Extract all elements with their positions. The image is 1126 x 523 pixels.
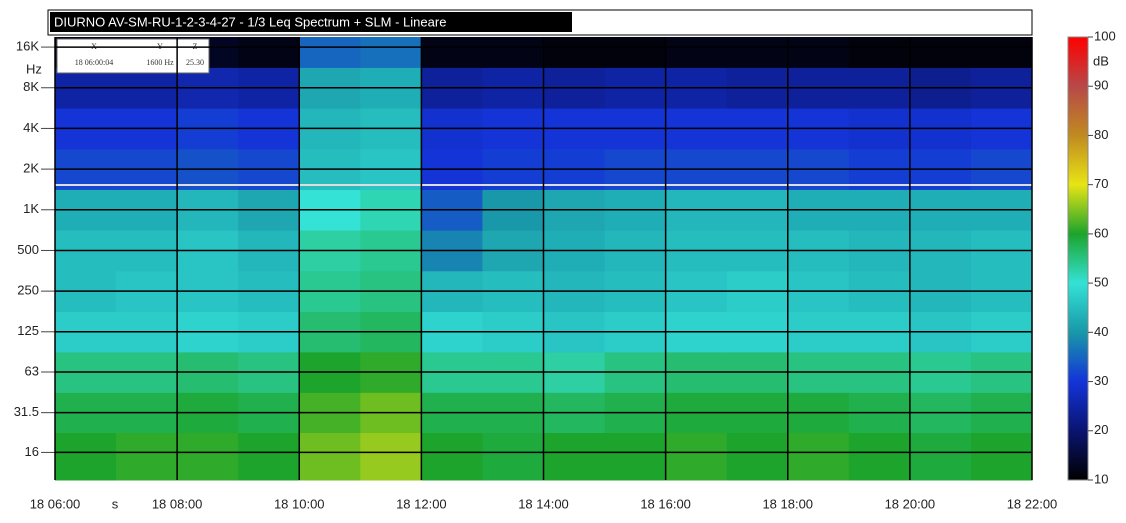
heat-cell <box>299 37 361 68</box>
heat-cell <box>543 37 606 68</box>
y-tick-label: 4K <box>23 120 39 135</box>
colorbar-tick-label: 100 <box>1094 28 1116 43</box>
cursor-z: 25.30 <box>186 58 204 67</box>
heat-cell <box>909 37 972 68</box>
heat-cell <box>421 37 483 68</box>
y-tick-label: 1K <box>23 201 39 216</box>
x-tick-label: 18 20:00 <box>885 496 936 511</box>
heat-cell <box>726 37 789 68</box>
z-unit: dB <box>1093 53 1109 68</box>
cursor-y: 1600 Hz <box>146 58 174 67</box>
heat-cell <box>787 37 850 68</box>
y-tick-label: 250 <box>17 283 39 298</box>
x-tick-label: 18 08:00 <box>152 496 203 511</box>
colorbar <box>1067 36 1089 481</box>
heat-cell <box>299 432 361 481</box>
x-tick-label: 18 16:00 <box>640 496 691 511</box>
x-tick-label: 18 12:00 <box>396 496 447 511</box>
y-tick-label: 16K <box>16 39 39 54</box>
colorbar-tick-label: 50 <box>1094 275 1108 290</box>
heat-cell <box>543 432 606 481</box>
x-tick-label: 18 22:00 <box>1007 496 1058 511</box>
x-tick-label: 18 18:00 <box>762 496 813 511</box>
heat-cell <box>848 37 911 68</box>
y-unit: Hz <box>26 61 42 76</box>
colorbar-tick-label: 10 <box>1094 471 1108 486</box>
heat-cell <box>177 432 239 481</box>
colorbar-tick-label: 70 <box>1094 176 1108 191</box>
heat-cell <box>360 37 422 68</box>
heat-cell <box>482 37 544 68</box>
chart-title: DIURNO AV-SM-RU-1-2-3-4-27 - 1/3 Leq Spe… <box>54 14 446 29</box>
y-tick-label: 125 <box>17 323 39 338</box>
colorbar-tick-label: 40 <box>1094 324 1108 339</box>
heat-cell <box>848 432 911 481</box>
title-highlight <box>50 12 572 32</box>
y-tick-label: 63 <box>25 363 39 378</box>
heat-cell <box>970 37 1033 68</box>
colorbar-tick-label: 20 <box>1094 422 1108 437</box>
heat-cell <box>116 432 178 481</box>
heat-cell <box>55 432 117 481</box>
heat-cell <box>238 432 300 481</box>
x-unit: s <box>112 496 119 511</box>
x-tick-label: 18 06:00 <box>30 496 81 511</box>
cursor-box <box>56 38 210 74</box>
colorbar-tick-label: 60 <box>1094 225 1108 240</box>
y-tick-label: 16 <box>25 444 39 459</box>
x-tick-label: 18 14:00 <box>518 496 569 511</box>
y-tick-label: 2K <box>23 161 39 176</box>
heat-cell <box>604 37 667 68</box>
heat-cell <box>665 432 728 481</box>
y-tick-label: 31.5 <box>14 404 39 419</box>
heat-cell <box>482 432 544 481</box>
heat-cell <box>360 432 422 481</box>
heat-cell <box>787 432 850 481</box>
heat-cell <box>726 432 789 481</box>
heat-cell <box>238 37 300 68</box>
colorbar-tick-label: 30 <box>1094 373 1108 388</box>
x-tick-label: 18 10:00 <box>274 496 325 511</box>
colorbar-tick-label: 90 <box>1094 78 1108 93</box>
y-tick-label: 8K <box>23 79 39 94</box>
heat-cell <box>604 432 667 481</box>
heat-cell <box>970 432 1033 481</box>
colorbar-tick-label: 80 <box>1094 127 1108 142</box>
heat-cell <box>665 37 728 68</box>
heat-cell <box>909 432 972 481</box>
heat-cell <box>421 432 483 481</box>
cursor-x: 18 06:00:04 <box>75 58 113 67</box>
y-tick-label: 500 <box>17 242 39 257</box>
